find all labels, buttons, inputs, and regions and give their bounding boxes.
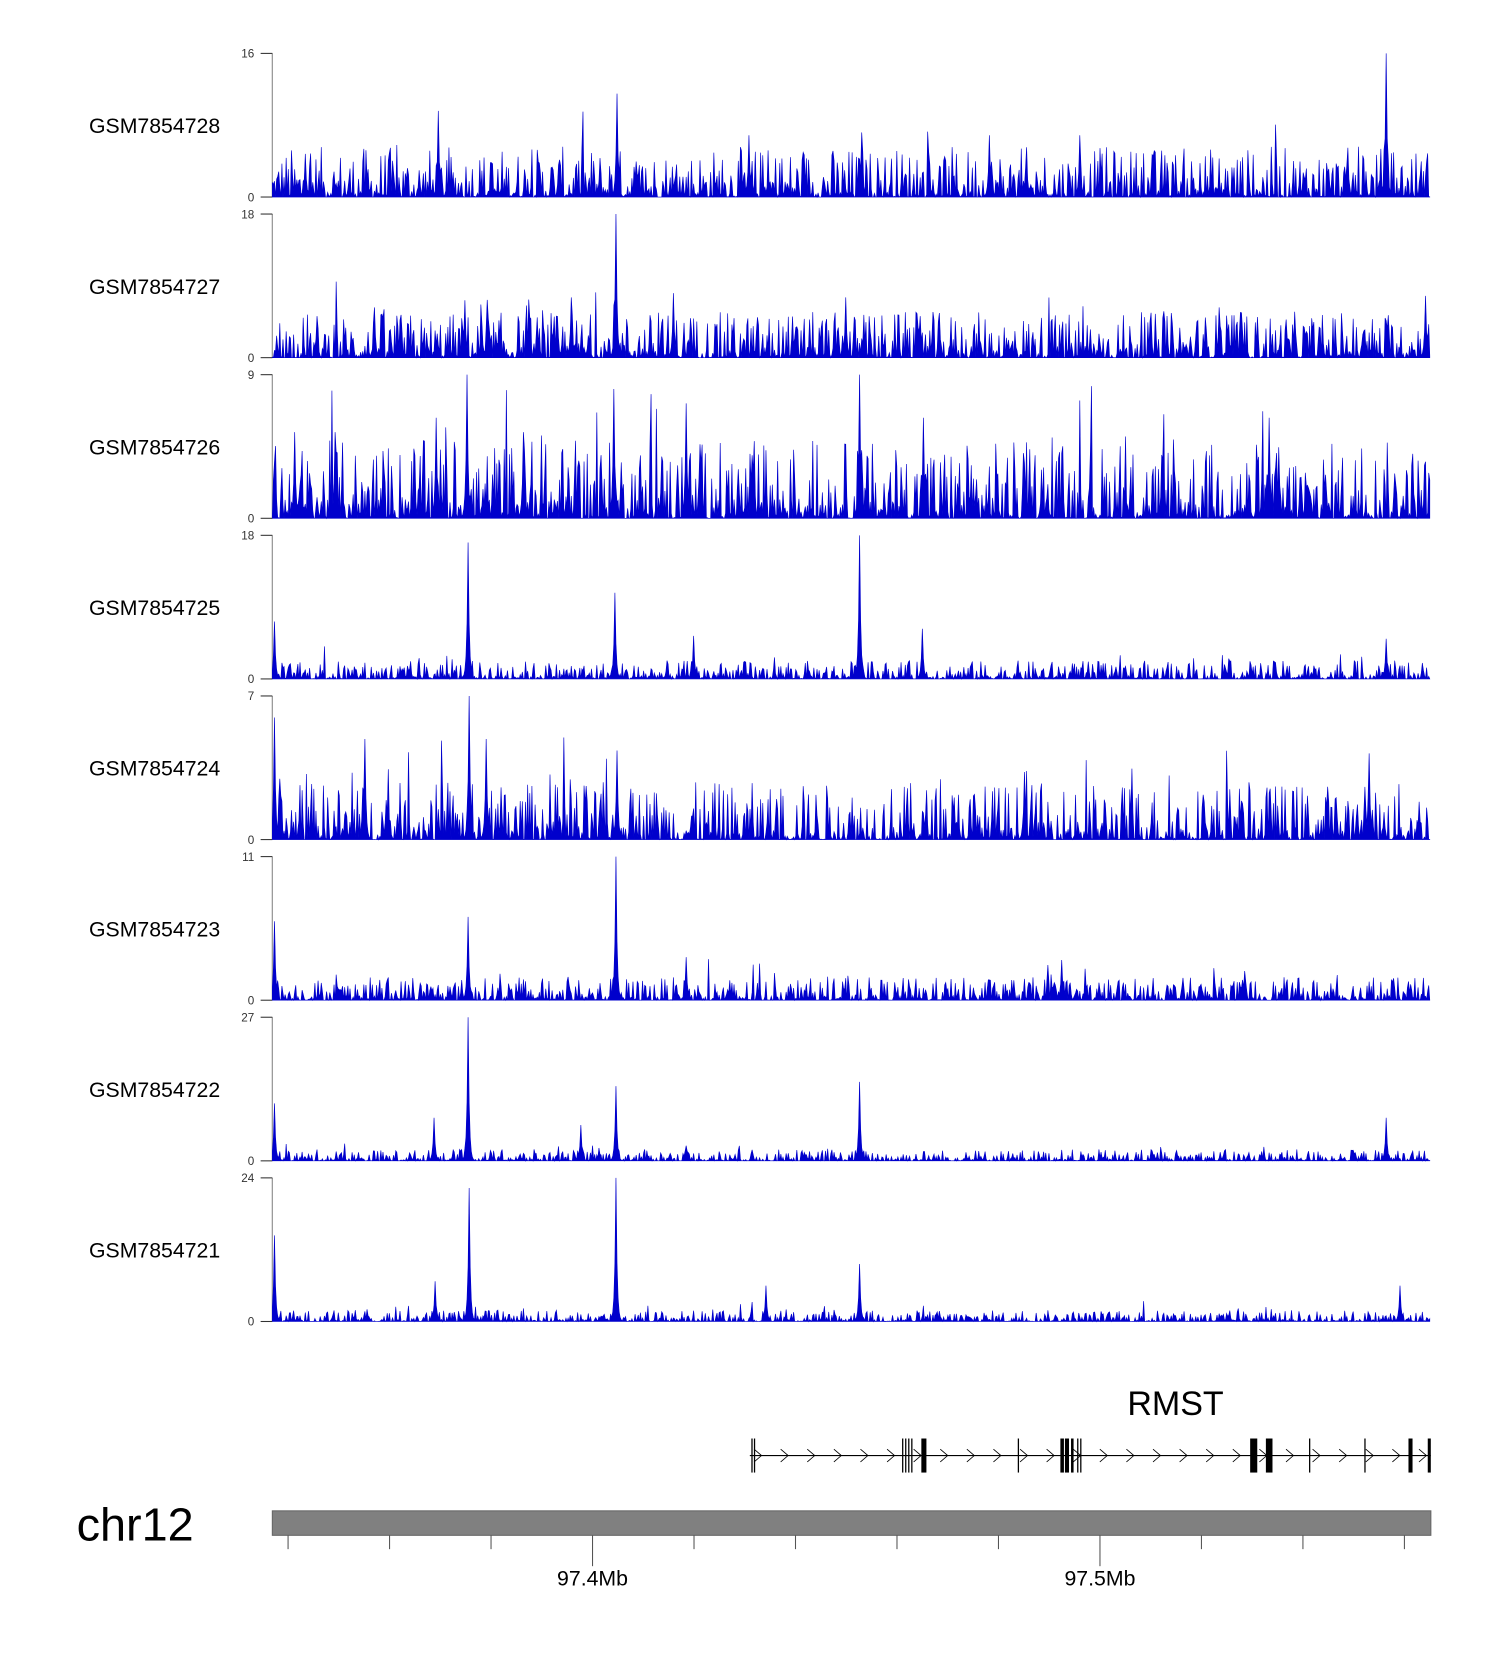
strand-arrow-icon bbox=[807, 1448, 816, 1463]
strand-arrow-icon bbox=[780, 1448, 789, 1463]
track-GSM7854727: GSM7854727 18 0 bbox=[89, 208, 1431, 365]
y-tick-label-max: 16 bbox=[241, 48, 254, 61]
y-tick-label-min: 0 bbox=[248, 513, 255, 526]
exon bbox=[1077, 1438, 1079, 1473]
track-GSM7854725: GSM7854725 18 0 bbox=[89, 530, 1431, 686]
strand-arrow-icon bbox=[1046, 1448, 1055, 1463]
track-GSM7854722: GSM7854722 27 0 bbox=[89, 1011, 1431, 1168]
y-tick-label-max: 9 bbox=[248, 369, 255, 382]
strand-arrow-icon bbox=[966, 1448, 975, 1463]
exon bbox=[911, 1438, 913, 1473]
strand-arrow-icon bbox=[1418, 1448, 1428, 1463]
y-tick-label-min: 0 bbox=[248, 352, 255, 365]
ideogram-bar bbox=[271, 1510, 1432, 1536]
exon bbox=[902, 1438, 904, 1473]
y-tick-label-min: 0 bbox=[248, 1155, 255, 1168]
x-tick-label: 97.4Mb bbox=[557, 1566, 628, 1590]
y-tick-label-max: 27 bbox=[241, 1011, 254, 1024]
exon bbox=[753, 1438, 756, 1473]
exon bbox=[751, 1438, 753, 1473]
y-tick-label-min: 0 bbox=[248, 673, 255, 686]
strand-arrow-icon bbox=[1285, 1448, 1295, 1463]
strand-arrow-icon bbox=[1152, 1448, 1162, 1463]
strand-arrow-icon bbox=[939, 1448, 949, 1463]
signal-area bbox=[272, 695, 1431, 841]
exon bbox=[1064, 1438, 1070, 1473]
x-tick-label: 97.5Mb bbox=[1064, 1566, 1135, 1590]
strand-arrow-icon bbox=[1338, 1448, 1348, 1463]
strand-arrow-icon bbox=[833, 1448, 842, 1463]
chromosome-label: chr12 bbox=[77, 1499, 194, 1551]
track-label: GSM7854728 bbox=[89, 114, 220, 138]
track-label: GSM7854726 bbox=[89, 435, 220, 459]
y-tick-label-max: 11 bbox=[242, 851, 254, 864]
track-label: GSM7854721 bbox=[89, 1239, 220, 1263]
exon bbox=[905, 1438, 907, 1473]
track-GSM7854723: GSM7854723 11 0 bbox=[89, 851, 1431, 1007]
strand-arrow-icon bbox=[1312, 1448, 1321, 1463]
track-GSM7854721: GSM7854721 24 0 bbox=[89, 1172, 1431, 1329]
y-tick-label-max: 18 bbox=[241, 530, 254, 543]
signal-tracks: GSM7854728160GSM7854727180GSM785472690GS… bbox=[89, 48, 1431, 1329]
exon bbox=[921, 1438, 927, 1473]
exon bbox=[1408, 1438, 1413, 1473]
signal-area bbox=[272, 53, 1431, 199]
exon bbox=[1017, 1438, 1020, 1473]
y-tick-label-min: 0 bbox=[248, 1316, 255, 1329]
strand-arrow-icon bbox=[1179, 1448, 1188, 1463]
signal-area bbox=[272, 1177, 1431, 1323]
strand-arrow-icon bbox=[1392, 1448, 1401, 1463]
exon bbox=[1364, 1438, 1366, 1473]
y-tick-label-min: 0 bbox=[248, 191, 255, 204]
exon bbox=[1427, 1438, 1431, 1473]
y-tick-label-max: 18 bbox=[241, 208, 254, 221]
strand-arrow-icon bbox=[1126, 1448, 1135, 1463]
exon bbox=[908, 1438, 910, 1473]
exon bbox=[1071, 1438, 1074, 1473]
gene-label: RMST bbox=[1127, 1385, 1223, 1423]
exon bbox=[1080, 1438, 1082, 1473]
y-tick-label-max: 24 bbox=[241, 1172, 255, 1185]
strand-arrow-icon bbox=[993, 1448, 1002, 1463]
genome-axis: chr12 97.4Mb 97.5Mb bbox=[77, 1499, 1432, 1590]
exon bbox=[1265, 1438, 1273, 1473]
y-tick-label-min: 0 bbox=[248, 994, 255, 1007]
track-label: GSM7854725 bbox=[89, 596, 220, 620]
signal-area bbox=[272, 374, 1431, 520]
exon bbox=[1250, 1438, 1258, 1473]
signal-area bbox=[272, 214, 1431, 359]
track-label: GSM7854727 bbox=[89, 275, 220, 299]
strand-arrow-icon bbox=[1019, 1448, 1029, 1463]
y-tick-label-min: 0 bbox=[248, 834, 255, 847]
signal-area bbox=[272, 856, 1431, 1002]
exon bbox=[1060, 1438, 1064, 1473]
track-label: GSM7854722 bbox=[89, 1078, 220, 1102]
y-tick-label-max: 7 bbox=[248, 690, 255, 703]
strand-arrow-icon bbox=[1365, 1448, 1374, 1463]
track-GSM7854726: GSM7854726 9 0 bbox=[89, 369, 1431, 526]
strand-arrow-icon bbox=[753, 1448, 763, 1463]
track-GSM7854724: GSM7854724 7 0 bbox=[89, 690, 1431, 847]
strand-arrow-icon bbox=[886, 1448, 896, 1463]
strand-arrow-icon bbox=[1232, 1448, 1241, 1463]
gene-track: RMST bbox=[749, 1385, 1431, 1473]
strand-arrow-icon bbox=[860, 1448, 869, 1463]
strand-arrow-icon bbox=[1205, 1448, 1215, 1463]
track-label: GSM7854723 bbox=[89, 917, 220, 941]
track-label: GSM7854724 bbox=[89, 757, 220, 781]
signal-area bbox=[272, 1017, 1431, 1163]
strand-arrow-icon bbox=[913, 1448, 922, 1463]
strand-arrow-icon bbox=[1099, 1448, 1108, 1463]
track-GSM7854728: GSM7854728 16 0 bbox=[89, 48, 1431, 204]
exon bbox=[1309, 1438, 1311, 1473]
signal-area bbox=[272, 535, 1431, 681]
